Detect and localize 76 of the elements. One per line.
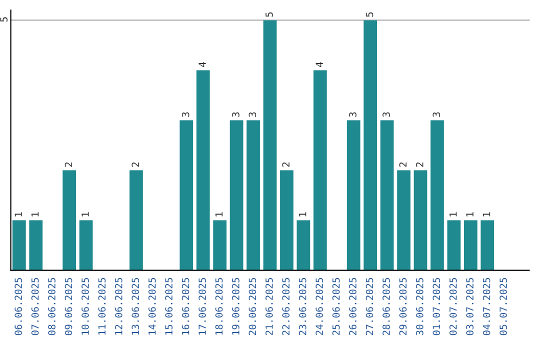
data-label: 1 [215,212,223,216]
bar [29,220,43,270]
bar [397,170,410,270]
bar [246,120,260,270]
data-label: 2 [399,162,406,167]
x-tick-label: 20.06.2025 [248,278,256,336]
x-tick-label: 26.06.2025 [349,278,356,336]
bar [313,70,327,270]
data-label: 2 [132,162,139,167]
data-label: 3 [248,112,256,117]
bar [263,20,277,270]
data-label: 1 [14,212,22,216]
bar [346,120,360,270]
bar [464,220,478,270]
x-tick-label: 19.06.2025 [232,278,240,335]
data-label: 3 [432,112,440,117]
data-label: 3 [382,112,390,117]
x-tick-label: 17.06.2025 [198,278,206,335]
data-label: 4 [198,62,206,67]
x-tick-label: 10.06.2025 [82,278,89,335]
bar [380,120,394,270]
x-tick-label: 29.06.2025 [399,278,407,336]
bar [12,220,26,270]
data-label: 1 [450,212,457,216]
bar [213,220,227,270]
data-label: 1 [483,212,490,216]
x-tick-label: 09.06.2025 [64,278,72,336]
data-label: 2 [282,162,290,167]
data-label: 3 [182,112,190,117]
x-tick-label: 06.06.2025 [14,278,22,336]
bar [130,170,143,270]
x-tick-label: 22.06.2025 [282,278,290,336]
bar [430,120,444,270]
bar [180,120,194,270]
data-label: 3 [349,112,356,117]
x-tick-label: 23.06.2025 [298,278,306,336]
data-label: 1 [82,212,89,216]
x-tick-label: 30.06.2025 [416,278,424,336]
x-tick-label: 21.06.2025 [265,278,273,336]
x-tick-label: 04.07.2025 [482,278,490,336]
data-label: 4 [316,62,323,67]
x-tick-label: 13.06.2025 [132,278,140,335]
x-tick-label: 03.07.2025 [466,278,474,336]
bar [280,170,294,270]
data-label: 3 [232,112,240,117]
bar [79,220,93,270]
bar [447,220,461,270]
x-tick-label: 01.07.2025 [432,278,440,336]
bar [62,170,76,270]
x-tick-label: 16.06.2025 [182,278,190,335]
x-tick-label: 24.06.2025 [316,278,324,336]
x-tick-label: 18.06.2025 [215,278,223,335]
data-label: 1 [32,212,39,216]
bar [296,220,310,270]
x-tick-label: 08.06.2025 [48,278,56,336]
bar [196,70,210,270]
data-label: 5 [266,12,273,17]
x-tick-label: 25.06.2025 [332,278,340,336]
x-tick-label: 05.07.2025 [500,278,507,336]
bar [230,120,244,270]
data-label: 1 [299,212,306,216]
x-tick-label: 07.06.2025 [31,278,39,336]
bar [414,170,428,270]
data-label: 2 [64,162,72,167]
x-tick-label: 14.06.2025 [148,278,156,335]
data-label: 1 [466,212,474,216]
x-tick-label: 11.06.2025 [98,278,106,335]
x-tick-label: 12.06.2025 [114,278,122,335]
bar [364,20,378,270]
x-tick-label: 28.06.2025 [382,278,390,336]
x-tick-label: 15.06.2025 [165,278,173,335]
x-tick-label: 02.07.2025 [449,278,457,336]
bar [480,220,494,270]
data-label: 5 [366,12,374,17]
x-tick-label: 27.06.2025 [366,278,374,336]
data-label: 2 [416,162,424,167]
